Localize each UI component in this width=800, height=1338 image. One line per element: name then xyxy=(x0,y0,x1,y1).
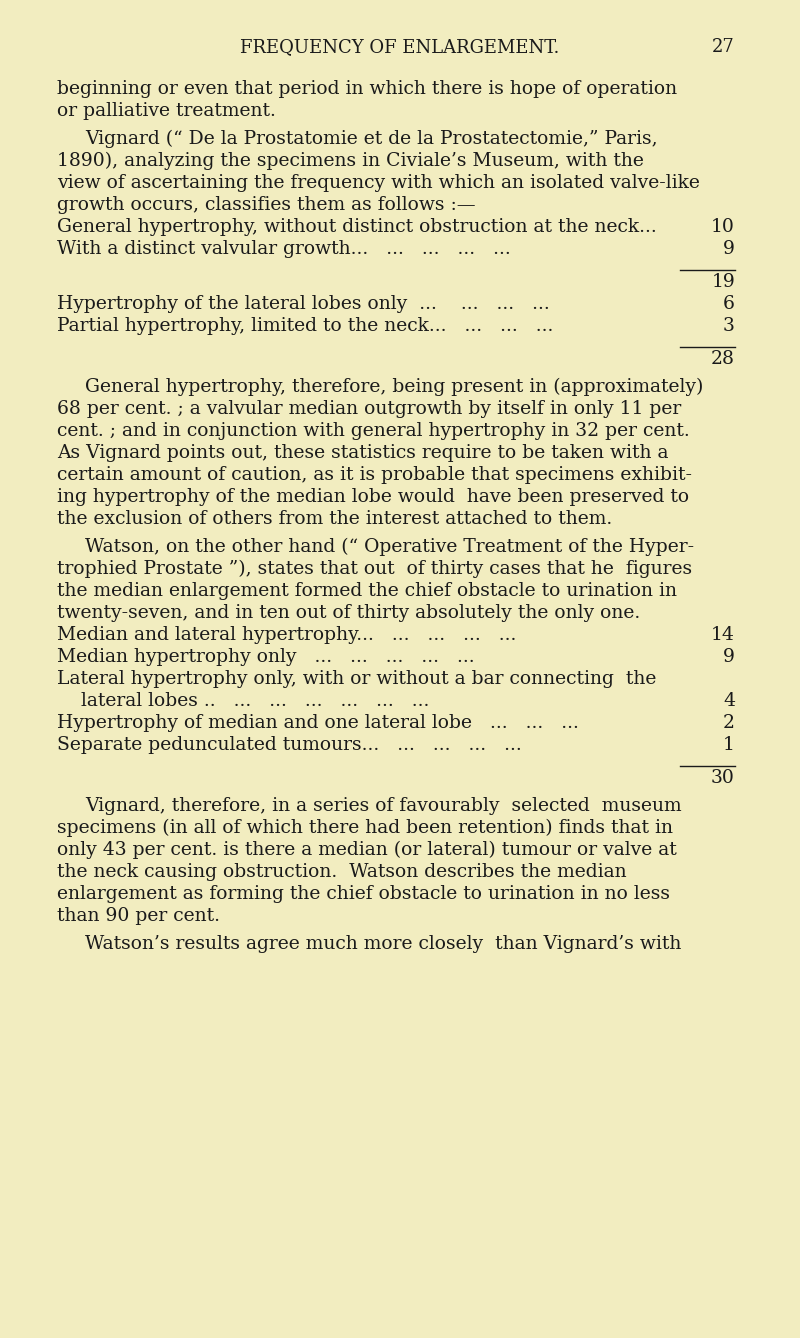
Text: Median hypertrophy only   ...   ...   ...   ...   ...: Median hypertrophy only ... ... ... ... … xyxy=(57,648,474,666)
Text: Hypertrophy of the lateral lobes only  ...    ...   ...   ...: Hypertrophy of the lateral lobes only ..… xyxy=(57,294,550,313)
Text: Watson, on the other hand (“ Operative Treatment of the Hyper-: Watson, on the other hand (“ Operative T… xyxy=(85,538,694,557)
Text: cent. ; and in conjunction with general hypertrophy in 32 per cent.: cent. ; and in conjunction with general … xyxy=(57,421,690,440)
Text: 10: 10 xyxy=(711,218,735,235)
Text: 19: 19 xyxy=(711,273,735,290)
Text: certain amount of caution, as it is probable that specimens exhibit-: certain amount of caution, as it is prob… xyxy=(57,466,692,484)
Text: 30: 30 xyxy=(711,769,735,787)
Text: As Vignard points out, these statistics require to be taken with a: As Vignard points out, these statistics … xyxy=(57,444,669,462)
Text: 9: 9 xyxy=(723,240,735,258)
Text: Lateral hypertrophy only, with or without a bar connecting  the: Lateral hypertrophy only, with or withou… xyxy=(57,670,656,688)
Text: 1890), analyzing the specimens in Civiale’s Museum, with the: 1890), analyzing the specimens in Civial… xyxy=(57,153,644,170)
Text: 9: 9 xyxy=(723,648,735,666)
Text: Hypertrophy of median and one lateral lobe   ...   ...   ...: Hypertrophy of median and one lateral lo… xyxy=(57,714,579,732)
Text: specimens (in all of which there had been retention) finds that in: specimens (in all of which there had bee… xyxy=(57,819,673,838)
Text: or palliative treatment.: or palliative treatment. xyxy=(57,102,276,120)
Text: than 90 per cent.: than 90 per cent. xyxy=(57,907,220,925)
Text: only 43 per cent. is there a median (or lateral) tumour or valve at: only 43 per cent. is there a median (or … xyxy=(57,842,677,859)
Text: trophied Prostate ”), states that out  of thirty cases that he  figures: trophied Prostate ”), states that out of… xyxy=(57,561,692,578)
Text: enlargement as forming the chief obstacle to urination in no less: enlargement as forming the chief obstacl… xyxy=(57,884,670,903)
Text: 2: 2 xyxy=(723,714,735,732)
Text: 3: 3 xyxy=(723,317,735,334)
Text: Partial hypertrophy, limited to the neck...   ...   ...   ...: Partial hypertrophy, limited to the neck… xyxy=(57,317,554,334)
Text: 14: 14 xyxy=(711,626,735,644)
Text: the exclusion of others from the interest attached to them.: the exclusion of others from the interes… xyxy=(57,510,612,529)
Text: General hypertrophy, without distinct obstruction at the neck...: General hypertrophy, without distinct ob… xyxy=(57,218,662,235)
Text: Vignard (“ De la Prostatomie et de la Prostatectomie,” Paris,: Vignard (“ De la Prostatomie et de la Pr… xyxy=(85,130,658,149)
Text: view of ascertaining the frequency with which an isolated valve-like: view of ascertaining the frequency with … xyxy=(57,174,700,191)
Text: ing hypertrophy of the median lobe would  have been preserved to: ing hypertrophy of the median lobe would… xyxy=(57,488,689,506)
Text: the neck causing obstruction.  Watson describes the median: the neck causing obstruction. Watson des… xyxy=(57,863,626,880)
Text: 6: 6 xyxy=(723,294,735,313)
Text: Watson’s results agree much more closely  than Vignard’s with: Watson’s results agree much more closely… xyxy=(85,935,682,953)
Text: beginning or even that period in which there is hope of operation: beginning or even that period in which t… xyxy=(57,80,677,98)
Text: 28: 28 xyxy=(711,351,735,368)
Text: growth occurs, classifies them as follows :—: growth occurs, classifies them as follow… xyxy=(57,195,476,214)
Text: the median enlargement formed the chief obstacle to urination in: the median enlargement formed the chief … xyxy=(57,582,677,599)
Text: Vignard, therefore, in a series of favourably  selected  museum: Vignard, therefore, in a series of favou… xyxy=(85,797,682,815)
Text: Separate pedunculated tumours...   ...   ...   ...   ...: Separate pedunculated tumours... ... ...… xyxy=(57,736,522,755)
Text: 4: 4 xyxy=(723,692,735,710)
Text: 68 per cent. ; a valvular median outgrowth by itself in only 11 per: 68 per cent. ; a valvular median outgrow… xyxy=(57,400,682,417)
Text: twenty-seven, and in ten out of thirty absolutely the only one.: twenty-seven, and in ten out of thirty a… xyxy=(57,603,640,622)
Text: 1: 1 xyxy=(723,736,735,755)
Text: Median and lateral hypertrophy...   ...   ...   ...   ...: Median and lateral hypertrophy... ... ..… xyxy=(57,626,516,644)
Text: 27: 27 xyxy=(712,37,735,56)
Text: lateral lobes ..   ...   ...   ...   ...   ...   ...: lateral lobes .. ... ... ... ... ... ... xyxy=(57,692,430,710)
Text: FREQUENCY OF ENLARGEMENT.: FREQUENCY OF ENLARGEMENT. xyxy=(240,37,560,56)
Text: General hypertrophy, therefore, being present in (approximately): General hypertrophy, therefore, being pr… xyxy=(85,379,703,396)
Text: With a distinct valvular growth...   ...   ...   ...   ...: With a distinct valvular growth... ... .… xyxy=(57,240,510,258)
